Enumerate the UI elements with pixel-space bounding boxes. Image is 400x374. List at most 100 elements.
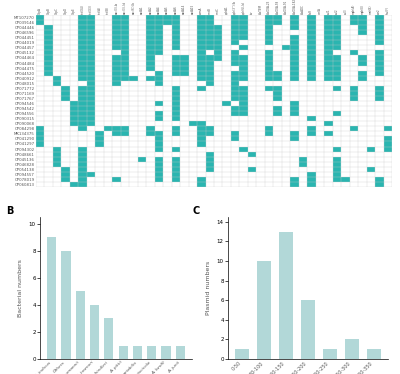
Bar — [333, 30, 341, 35]
Bar — [70, 106, 78, 111]
Bar — [146, 25, 155, 30]
Bar — [78, 167, 87, 172]
Bar — [44, 50, 53, 55]
Bar — [290, 131, 299, 137]
Bar — [172, 45, 180, 50]
Bar — [290, 20, 299, 25]
Bar — [350, 50, 358, 55]
Bar — [375, 71, 384, 76]
Text: aadA6: aadA6 — [174, 6, 178, 14]
Bar — [78, 116, 87, 121]
Bar — [290, 45, 299, 50]
Bar — [78, 50, 87, 55]
Bar — [324, 76, 333, 81]
Bar — [78, 172, 87, 177]
Bar — [87, 25, 95, 30]
Bar — [384, 147, 392, 151]
Bar — [36, 20, 44, 25]
Bar — [240, 61, 248, 65]
Bar — [44, 71, 53, 76]
Bar — [290, 111, 299, 116]
Bar — [265, 50, 273, 55]
Bar — [172, 106, 180, 111]
Bar — [214, 45, 222, 50]
Bar — [231, 86, 240, 91]
Bar — [197, 131, 206, 137]
Bar — [62, 96, 70, 101]
Bar — [265, 55, 273, 61]
Text: C: C — [193, 206, 200, 215]
Bar — [240, 101, 248, 106]
Bar — [172, 55, 180, 61]
Bar — [138, 157, 146, 162]
Bar — [78, 35, 87, 40]
Bar — [214, 35, 222, 40]
Bar — [358, 30, 366, 35]
Bar — [206, 151, 214, 157]
Bar — [180, 65, 188, 71]
Bar — [240, 45, 248, 50]
Bar — [333, 147, 341, 151]
Bar — [240, 76, 248, 81]
Bar — [290, 55, 299, 61]
Bar — [78, 40, 87, 45]
Text: aadA15: aadA15 — [191, 4, 195, 14]
Bar — [121, 131, 129, 137]
Bar — [87, 101, 95, 106]
Text: mef(B): mef(B) — [369, 4, 373, 14]
Bar — [87, 61, 95, 65]
Bar — [290, 25, 299, 30]
Bar — [197, 141, 206, 147]
Bar — [112, 177, 121, 182]
Bar — [265, 40, 273, 45]
Bar — [155, 111, 163, 116]
Text: armA: armA — [199, 7, 203, 14]
Text: mph(A): mph(A) — [352, 4, 356, 14]
Y-axis label: Plasmid numbers: Plasmid numbers — [206, 261, 211, 315]
Y-axis label: Bacterial numbers: Bacterial numbers — [18, 259, 23, 317]
Bar — [333, 162, 341, 167]
Bar — [87, 172, 95, 177]
Bar — [44, 40, 53, 45]
Bar — [172, 116, 180, 121]
Bar — [121, 50, 129, 55]
Bar — [62, 172, 70, 177]
Text: aph(3'')-Ib: aph(3'')-Ib — [233, 0, 237, 14]
Bar — [155, 157, 163, 162]
Bar — [62, 167, 70, 172]
Bar — [307, 61, 316, 65]
Bar — [36, 141, 44, 147]
Bar — [231, 106, 240, 111]
Bar — [206, 65, 214, 71]
Bar — [172, 25, 180, 30]
Bar — [87, 40, 95, 45]
Text: blaADC: blaADC — [301, 4, 305, 14]
Bar — [265, 131, 273, 137]
Bar — [231, 55, 240, 61]
Text: GrpE: GrpE — [72, 7, 76, 14]
Bar — [197, 55, 206, 61]
Bar — [333, 111, 341, 116]
Bar — [375, 30, 384, 35]
Bar — [290, 177, 299, 182]
Bar — [53, 76, 62, 81]
Bar — [36, 137, 44, 141]
Bar — [231, 40, 240, 45]
Bar — [197, 25, 206, 30]
Bar — [78, 86, 87, 91]
Bar — [44, 55, 53, 61]
Text: GrpB: GrpB — [47, 7, 51, 14]
Bar — [273, 76, 282, 81]
Bar — [307, 50, 316, 55]
Bar — [197, 61, 206, 65]
Bar — [87, 45, 95, 50]
Bar — [44, 61, 53, 65]
Bar — [350, 20, 358, 25]
Bar — [121, 65, 129, 71]
Bar — [78, 30, 87, 35]
Bar — [197, 40, 206, 45]
Bar — [333, 35, 341, 40]
Bar — [78, 162, 87, 167]
Bar — [384, 137, 392, 141]
Bar — [307, 116, 316, 121]
